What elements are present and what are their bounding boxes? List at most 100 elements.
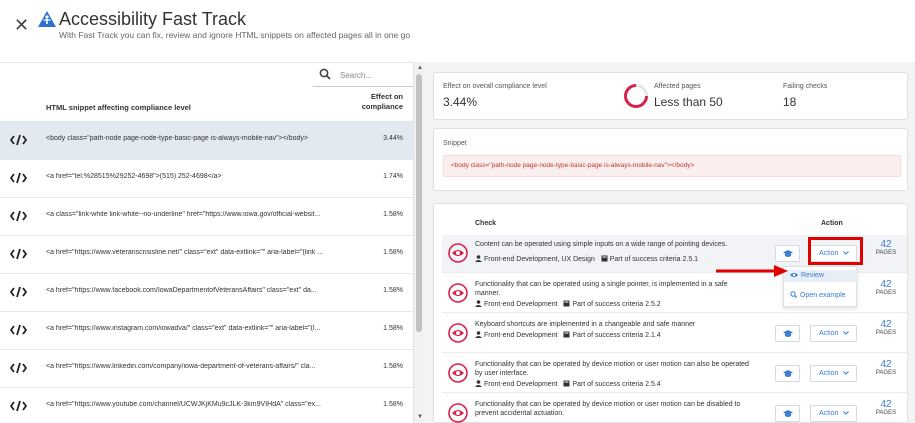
chevron-down-icon (843, 251, 849, 255)
action-dropdown-button[interactable]: Action (810, 325, 857, 342)
code-icon (10, 286, 27, 298)
snippet-text: <body class="path-node page-node-type-ba… (46, 135, 308, 142)
check-team: Front-end Development (484, 301, 558, 308)
pages-count[interactable]: 42 PAGES (872, 239, 900, 256)
eye-icon (448, 283, 468, 303)
column-header-snippet[interactable]: HTML snippet affecting compliance level (46, 103, 191, 112)
pages-number: 42 (880, 279, 892, 290)
person-icon (475, 300, 482, 307)
action-label: Action (819, 410, 839, 417)
check-title: Functionality that can be operated using… (475, 281, 728, 297)
pages-number: 42 (880, 399, 892, 410)
code-icon (10, 134, 27, 146)
arrow-right-icon (716, 265, 788, 277)
check-row[interactable]: Functionality that can be operated using… (442, 275, 907, 313)
snippet-effect: 1.58% (383, 401, 403, 408)
menu-item-review[interactable]: Review (784, 270, 858, 282)
pages-label: PAGES (875, 290, 897, 296)
pages-count[interactable]: 42 PAGES (872, 279, 900, 296)
pages-count[interactable]: 42 PAGES (872, 359, 900, 376)
check-row[interactable]: Functionality that can be operated by de… (442, 395, 907, 423)
snippet-row[interactable]: <a href="https://www.linkedin.com/compan… (0, 349, 413, 387)
check-title: Functionality that can be operated by de… (475, 361, 749, 377)
code-icon (10, 172, 27, 184)
learn-button[interactable] (775, 325, 800, 342)
action-dropdown-button[interactable]: Action (810, 405, 857, 422)
affected-pages-donut (624, 84, 648, 108)
pages-label: PAGES (875, 330, 897, 336)
snippet-card: Snippet <body class="path-node page-node… (433, 128, 908, 191)
snippet-row[interactable]: <a href="https://www.veteranscrisisline.… (0, 235, 413, 273)
graduation-cap-icon (783, 370, 793, 377)
snippet-row[interactable]: <body class="path-node page-node-type-ba… (0, 121, 413, 159)
header: ✕ Accessibility Fast Track With Fast Tra… (0, 0, 915, 62)
check-row[interactable]: Keyboard shortcuts are implemented in a … (442, 315, 907, 353)
learn-button[interactable] (775, 405, 800, 422)
snippet-text: <a href="https://www.linkedin.com/compan… (46, 363, 316, 370)
column-header-action: Action (821, 220, 843, 227)
snippet-text: <a class="link-white link-white--no-unde… (46, 211, 321, 218)
snippet-label: Snippet (443, 140, 467, 147)
snippet-text: <a href="https://www.veteranscrisisline.… (46, 249, 324, 256)
pages-label: PAGES (875, 410, 897, 416)
snippet-text: <a href="tel:%28515%29252-4698">(515) 25… (46, 173, 222, 180)
check-row[interactable]: Functionality that can be operated by de… (442, 355, 907, 393)
menu-item-review-label: Review (801, 272, 824, 279)
check-meta: Front-end Development Part of success cr… (475, 380, 661, 388)
snippet-text: <a href="https://www.youtube.com/channel… (46, 401, 321, 408)
column-header-effect-line1: Effect on (370, 92, 403, 101)
pages-label: PAGES (875, 370, 897, 376)
column-header-check: Check (475, 220, 497, 227)
person-icon (475, 331, 482, 338)
snippet-effect: 1.58% (383, 363, 403, 370)
accessibility-logo-icon (38, 11, 56, 27)
snippet-row[interactable]: <a href="https://www.youtube.com/channel… (0, 387, 413, 423)
snippet-text: <a href="https://www.instagram.com/iowad… (46, 325, 321, 332)
snippet-row[interactable]: <a class="link-white link-white--no-unde… (0, 197, 413, 235)
details-panel: Effect on overall compliance level 3.44%… (424, 62, 915, 423)
pages-label: PAGES (875, 250, 897, 256)
action-label: Action (819, 250, 839, 257)
close-icon[interactable]: ✕ (14, 15, 30, 35)
pages-count[interactable]: 42 PAGES (872, 399, 900, 416)
action-dropdown-button[interactable]: Action (810, 365, 857, 382)
code-icon (10, 362, 27, 374)
check-criteria: Part of success criteria 2.5.2 (572, 301, 661, 308)
failing-value: 18 (783, 95, 797, 109)
check-criteria: Part of success criteria 2.5.4 (572, 381, 661, 388)
page-title: Accessibility Fast Track (59, 9, 247, 29)
pages-number: 42 (880, 359, 892, 370)
chevron-down-icon (843, 331, 849, 335)
left-scrollbar[interactable]: ▲ ▼ (413, 62, 424, 423)
snippet-effect: 1.58% (383, 287, 403, 294)
search-icon (319, 68, 331, 80)
pages-count[interactable]: 42 PAGES (872, 319, 900, 336)
snippet-code: <body class="path-node page-node-type-ba… (443, 155, 901, 177)
snippet-row[interactable]: <a href="tel:%28515%29252-4698">(515) 25… (0, 159, 413, 197)
snippet-row[interactable]: <a href="https://www.instagram.com/iowad… (0, 311, 413, 349)
learn-button[interactable] (775, 245, 800, 262)
check-title: Keyboard shortcuts are implemented in a … (475, 321, 696, 328)
menu-item-open-example[interactable]: Open example (790, 291, 846, 299)
code-icon (10, 400, 27, 412)
chevron-down-icon (843, 411, 849, 415)
action-dropdown-menu: Review Open example (783, 266, 858, 307)
check-criteria: Part of success criteria 2.1.4 (572, 332, 661, 339)
snippet-row[interactable]: <a href="https://www.facebook.com/IowaDe… (0, 273, 413, 311)
graduation-cap-icon (783, 410, 793, 417)
search-input[interactable]: Search... (313, 65, 413, 87)
effect-value: 3.44% (443, 95, 478, 109)
effect-label: Effect on overall compliance level (443, 83, 547, 90)
graduation-cap-icon (783, 250, 793, 257)
code-icon (10, 324, 27, 336)
check-team: Front-end Development (484, 381, 558, 388)
column-header-effect[interactable]: Effect on compliance (343, 92, 403, 112)
eye-icon (448, 363, 468, 383)
eye-icon (448, 323, 468, 343)
scroll-up-icon[interactable]: ▲ (417, 65, 423, 71)
scroll-down-icon[interactable]: ▼ (417, 414, 423, 420)
scrollbar-thumb[interactable] (416, 74, 422, 332)
check-meta: Front-end Development, UX Design Part of… (475, 255, 698, 263)
graduation-cap-icon (783, 330, 793, 337)
learn-button[interactable] (775, 365, 800, 382)
